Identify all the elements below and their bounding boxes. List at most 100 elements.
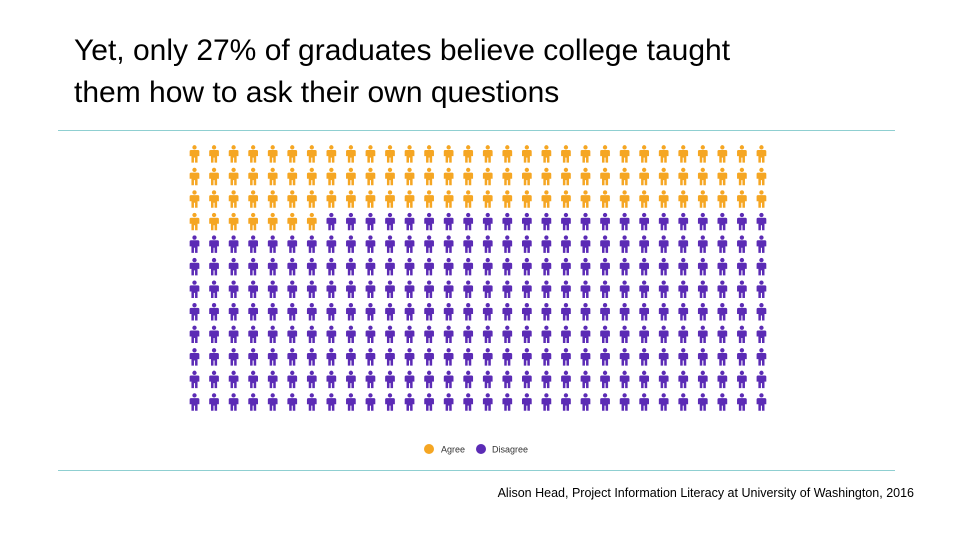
person-icon-disagree xyxy=(189,235,200,253)
person-icon-agree xyxy=(580,190,591,208)
person-icon-disagree xyxy=(463,235,474,253)
person-icon-disagree xyxy=(502,393,513,411)
person-icon-disagree xyxy=(306,370,317,389)
person-icon-disagree xyxy=(658,235,669,253)
person-icon-disagree xyxy=(697,257,708,276)
person-icon-disagree xyxy=(521,348,532,366)
person-icon-disagree xyxy=(658,257,669,276)
person-icon-agree xyxy=(209,167,219,186)
person-icon-disagree xyxy=(443,235,454,253)
person-icon-disagree xyxy=(209,348,219,366)
person-icon-disagree xyxy=(541,303,552,321)
person-icon-disagree xyxy=(248,280,259,298)
person-icon-disagree xyxy=(443,370,454,389)
person-icon-disagree xyxy=(463,348,474,366)
person-icon-agree xyxy=(346,190,356,208)
person-icon-disagree xyxy=(756,303,767,321)
person-icon-agree xyxy=(600,145,610,163)
person-icon-disagree xyxy=(287,325,298,344)
person-icon-agree xyxy=(697,145,708,163)
person-icon-agree xyxy=(600,190,610,208)
person-icon-agree xyxy=(365,190,376,208)
person-icon-disagree xyxy=(600,257,610,276)
person-icon-disagree xyxy=(209,393,219,411)
person-icon-disagree xyxy=(600,212,610,231)
person-icon-disagree xyxy=(306,280,317,298)
person-icon-agree xyxy=(521,190,532,208)
person-icon-disagree xyxy=(600,303,610,321)
person-icon-disagree xyxy=(228,325,239,344)
person-icon-disagree xyxy=(717,257,728,276)
person-icon-disagree xyxy=(561,348,571,366)
person-icon-disagree xyxy=(697,303,708,321)
person-icon-disagree xyxy=(737,257,747,276)
person-icon-disagree xyxy=(482,280,493,298)
person-icon-disagree xyxy=(521,235,532,253)
person-icon-agree xyxy=(306,145,317,163)
person-icon-disagree xyxy=(209,370,219,389)
person-icon-disagree xyxy=(678,370,689,389)
person-icon-agree xyxy=(306,167,317,186)
person-icon-disagree xyxy=(248,393,259,411)
person-icon-disagree xyxy=(756,325,767,344)
person-icon-disagree xyxy=(267,348,278,366)
person-icon-disagree xyxy=(248,235,259,253)
title-line-2: them how to ask their own questions xyxy=(74,76,560,109)
person-icon-disagree xyxy=(678,212,689,231)
person-icon-agree xyxy=(248,145,259,163)
person-icon-agree xyxy=(697,167,708,186)
person-icon-disagree xyxy=(326,257,337,276)
person-icon-disagree xyxy=(404,235,415,253)
person-icon-agree xyxy=(717,167,728,186)
person-icon-disagree xyxy=(404,348,415,366)
person-icon-disagree xyxy=(678,280,689,298)
person-icon-disagree xyxy=(306,325,317,344)
person-icon-disagree xyxy=(463,212,474,231)
top-divider xyxy=(58,130,895,131)
person-icon-agree xyxy=(228,167,239,186)
person-icon-agree xyxy=(463,145,474,163)
person-icon-agree xyxy=(228,212,239,231)
person-icon-disagree xyxy=(521,370,532,389)
person-icon-disagree xyxy=(346,257,356,276)
source-citation: Alison Head, Project Information Literac… xyxy=(497,486,914,500)
person-icon-disagree xyxy=(502,257,513,276)
person-icon-agree xyxy=(267,145,278,163)
person-icon-disagree xyxy=(580,393,591,411)
person-icon-disagree xyxy=(404,280,415,298)
person-icon-disagree xyxy=(658,348,669,366)
person-icon-disagree xyxy=(756,393,767,411)
person-icon-disagree xyxy=(228,257,239,276)
person-icon-agree xyxy=(521,167,532,186)
person-icon-agree xyxy=(737,145,747,163)
person-icon-disagree xyxy=(248,257,259,276)
person-icon-disagree xyxy=(717,235,728,253)
person-icon-disagree xyxy=(541,370,552,389)
person-icon-agree xyxy=(248,190,259,208)
person-icon-disagree xyxy=(561,393,571,411)
person-icon-disagree xyxy=(600,370,610,389)
person-icon-agree xyxy=(404,145,415,163)
person-icon-agree xyxy=(209,145,219,163)
person-icon-disagree xyxy=(365,393,376,411)
person-icon-disagree xyxy=(482,393,493,411)
person-icon-agree xyxy=(717,145,728,163)
person-icon-disagree xyxy=(737,393,747,411)
person-icon-disagree xyxy=(346,280,356,298)
person-icon-agree xyxy=(209,212,219,231)
person-icon-disagree xyxy=(228,280,239,298)
person-icon-disagree xyxy=(502,235,513,253)
person-icon-disagree xyxy=(346,212,356,231)
person-icon-disagree xyxy=(424,393,434,411)
person-icon-agree xyxy=(756,145,767,163)
person-icon-disagree xyxy=(346,348,356,366)
person-icon-disagree xyxy=(561,280,571,298)
person-icon-disagree xyxy=(287,370,298,389)
person-icon-agree xyxy=(639,190,650,208)
person-icon-agree xyxy=(737,167,747,186)
person-icon-agree xyxy=(189,212,200,231)
person-icon-disagree xyxy=(267,325,278,344)
person-icon-disagree xyxy=(267,280,278,298)
person-icon-disagree xyxy=(306,303,317,321)
person-icon-disagree xyxy=(385,235,395,253)
